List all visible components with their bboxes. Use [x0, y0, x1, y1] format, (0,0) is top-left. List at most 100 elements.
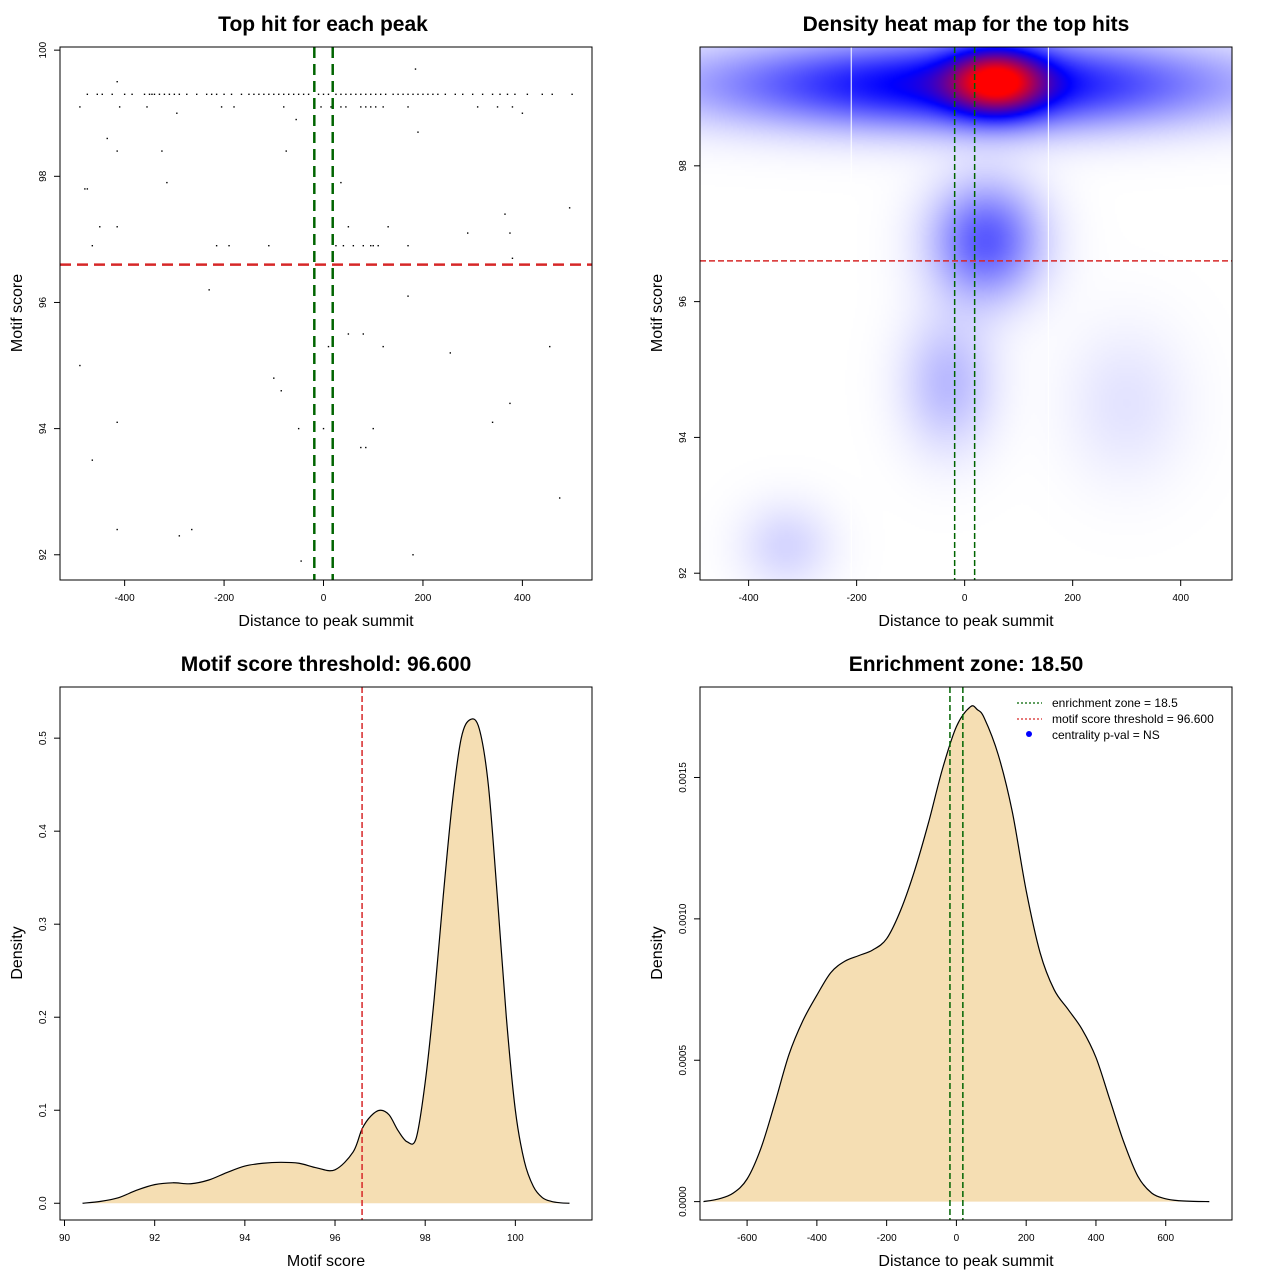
scatter-point: [496, 106, 499, 108]
panel-2-plot-area: [700, 47, 1232, 580]
scatter-point: [382, 345, 384, 348]
scatter-point: [340, 93, 342, 96]
scatter-point: [148, 93, 151, 96]
y-tick-label: 96: [678, 296, 689, 308]
y-tick-label: 0.0015: [678, 762, 689, 793]
scatter-point: [292, 93, 295, 96]
scatter-point: [302, 93, 305, 96]
scatter-point: [345, 93, 347, 96]
scatter-point: [504, 213, 506, 215]
scatter-point: [166, 181, 168, 184]
scatter-point: [340, 181, 342, 184]
scatter-point: [362, 244, 364, 247]
y-tick-label: 92: [38, 549, 49, 561]
scatter-point: [370, 244, 372, 247]
scatter-point: [327, 345, 330, 348]
y-tick-label: 0.0010: [678, 903, 689, 934]
scatter-point: [168, 93, 171, 96]
scatter-point: [471, 93, 474, 96]
panel-score-density: Motif score threshold: 96.600 Motif scor…: [9, 653, 593, 1270]
scatter-point: [491, 93, 494, 96]
x-tick-label: 92: [149, 1233, 161, 1244]
x-tick-label: -200: [214, 593, 234, 604]
x-tick-label: -400: [739, 593, 759, 604]
scatter-point: [320, 106, 322, 108]
scatter-point: [248, 93, 250, 96]
scatter-point: [118, 106, 121, 108]
panel-2-xlabel: Distance to peak summit: [878, 613, 1054, 630]
scatter-point: [432, 93, 434, 96]
scatter-point: [342, 244, 345, 247]
scatter-point: [111, 93, 113, 96]
scatter-point: [335, 244, 337, 247]
scatter-point: [96, 93, 98, 96]
scatter-point: [397, 93, 399, 96]
scatter-point: [549, 345, 551, 348]
scatter-point: [280, 390, 282, 392]
scatter-point: [511, 106, 514, 108]
scatter-point: [233, 106, 235, 108]
x-tick-label: 200: [415, 593, 432, 604]
scatter-point: [407, 93, 409, 96]
legend-swatch-centrality: [1026, 731, 1032, 737]
scatter-point: [300, 560, 302, 562]
scatter-point: [253, 93, 255, 96]
scatter-point: [99, 226, 101, 228]
panel-3-plot-area: [82, 687, 570, 1220]
scatter-point: [407, 295, 409, 297]
x-tick-label: 400: [1088, 1233, 1105, 1244]
y-tick-label: 0.0000: [678, 1186, 689, 1217]
panel-2-title: Density heat map for the top hits: [803, 13, 1130, 36]
scatter-point: [215, 244, 218, 247]
x-tick-label: 200: [1018, 1233, 1035, 1244]
scatter-point: [106, 137, 108, 140]
density-curve: [703, 705, 1210, 1203]
scatter-point: [511, 257, 514, 260]
scatter-point: [365, 446, 367, 449]
scatter-point: [322, 93, 325, 96]
scatter-point: [86, 188, 89, 190]
panel-1-axes: -400 -200 0 200 400 92 94 96 98 100: [38, 41, 531, 604]
panel-heatmap: Density heat map for the top hits Distan…: [649, 13, 1233, 630]
scatter-point: [327, 93, 330, 96]
x-tick-label: 400: [1172, 593, 1189, 604]
panel-1-title: Top hit for each peak: [218, 13, 428, 36]
panel-1-plot-area: [60, 47, 592, 580]
scatter-point: [273, 377, 275, 379]
scatter-point: [558, 497, 561, 499]
scatter-point: [186, 93, 188, 96]
scatter-point: [178, 93, 181, 96]
scatter-point: [370, 106, 372, 108]
scatter-point: [551, 93, 553, 96]
scatter-point: [101, 93, 103, 96]
scatter-point: [116, 421, 118, 424]
scatter-point: [153, 93, 156, 96]
scatter-point: [173, 93, 176, 96]
scatter-point: [297, 427, 300, 430]
scatter-point: [355, 93, 357, 96]
scatter-point: [335, 93, 337, 96]
y-tick-label: 100: [38, 41, 49, 58]
scatter-point: [143, 93, 146, 96]
scatter-point: [372, 427, 374, 430]
scatter-point: [163, 93, 166, 96]
x-tick-label: -400: [115, 593, 135, 604]
scatter-point: [526, 93, 529, 96]
scatter-point: [208, 289, 210, 291]
scatter-point: [352, 244, 355, 247]
scatter-point: [462, 93, 464, 96]
scatter-point: [123, 93, 126, 96]
scatter-point: [263, 93, 265, 96]
scatter-point: [402, 93, 404, 96]
scatter-point: [506, 93, 509, 96]
y-tick-label: 0.3: [38, 917, 49, 931]
scatter-point: [379, 93, 382, 96]
x-tick-label: 94: [239, 1233, 251, 1244]
panel-4-legend: enrichment zone = 18.5 motif score thres…: [1017, 696, 1214, 742]
scatter-point: [285, 150, 287, 152]
x-tick-label: 600: [1157, 1233, 1174, 1244]
scatter-point: [116, 80, 118, 83]
scatter-point: [347, 333, 350, 335]
panel-scatter: Top hit for each peak Distance to peak s…: [9, 13, 593, 630]
y-tick-label: 0.0: [38, 1196, 49, 1210]
